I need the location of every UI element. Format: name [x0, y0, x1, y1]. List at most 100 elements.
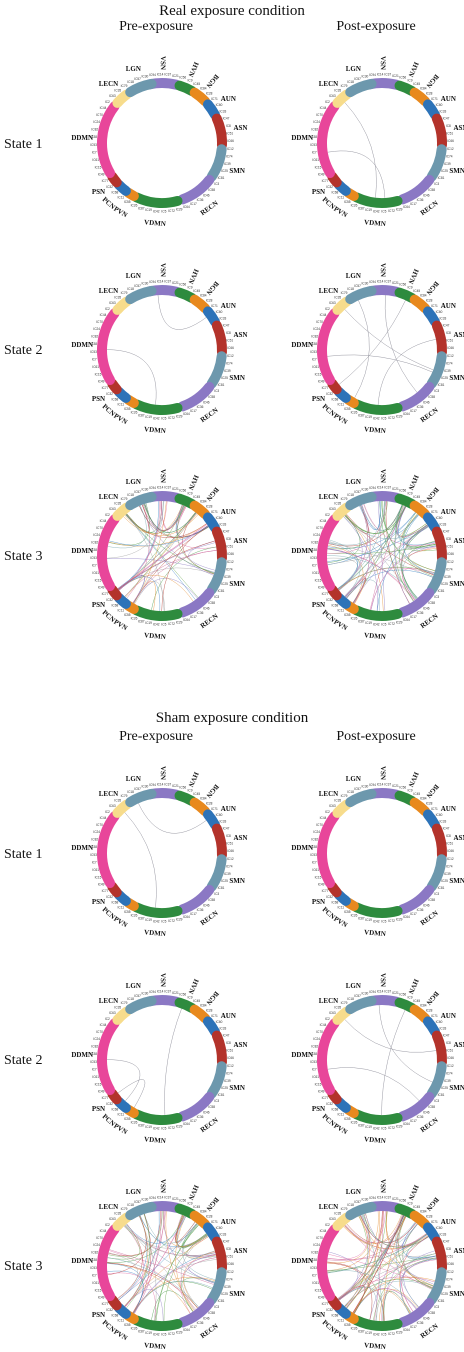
roi-label: IC5	[381, 210, 386, 214]
network-label: LGN	[346, 65, 361, 73]
roi-label: IC70	[96, 823, 103, 827]
roi-label: IC26	[131, 204, 138, 208]
connection-line	[118, 525, 209, 591]
roi-label: IC38	[90, 135, 97, 139]
connection-line	[360, 1215, 416, 1243]
network-segment-vdmn	[131, 1109, 183, 1125]
roi-label: IC49	[318, 585, 325, 589]
network-label: VDMN	[144, 218, 166, 228]
roi-label: IC64	[183, 205, 190, 209]
roi-label: IC71	[211, 1014, 218, 1018]
roi-label: IC87	[138, 1329, 145, 1333]
network-label: LGN	[126, 272, 141, 280]
connection-line	[133, 512, 197, 604]
roi-label: IC32	[326, 185, 333, 189]
roi-label: IC53	[310, 1266, 317, 1270]
roi-label: IC56	[179, 283, 186, 287]
roi-label: IC61	[92, 868, 99, 872]
roi-label: IC25	[441, 169, 448, 173]
connection-line	[134, 581, 166, 611]
connection-line	[141, 504, 187, 532]
network-label: AUN	[441, 302, 456, 310]
connection-line	[358, 1216, 434, 1286]
connection-line	[327, 1233, 427, 1261]
roi-label: IC68	[332, 901, 339, 905]
roi-label: IC5	[161, 417, 166, 421]
column-title-post: Post-exposure	[336, 19, 416, 34]
roi-label: IC8	[446, 124, 451, 128]
roi-label: IC28	[206, 298, 213, 302]
roi-label: IC11	[338, 196, 345, 200]
network-label: LECN	[319, 997, 338, 1005]
roi-label: IC21	[172, 991, 179, 995]
roi-label: IC18	[347, 1203, 354, 1207]
network-segment-aun	[202, 809, 220, 830]
network-segment-ddmn	[317, 101, 340, 178]
roi-label: IC33	[440, 523, 447, 527]
network-segment-ddmn	[97, 1018, 120, 1095]
roi-label: IC37	[384, 73, 391, 77]
network-label: ASN	[233, 537, 247, 545]
roi-label: IC11	[338, 609, 345, 613]
connection-line	[327, 1213, 370, 1264]
network-segment-aun	[422, 1016, 440, 1037]
roi-label: IC94	[369, 783, 376, 787]
roi-label: IC51	[446, 545, 453, 549]
roi-label: IC36	[417, 198, 424, 202]
roi-label: IC53	[310, 556, 317, 560]
roi-label: IC12	[227, 1064, 234, 1068]
roi-label: IC3	[434, 1305, 439, 1309]
network-segment-lgn	[125, 78, 157, 98]
roi-label: IC87	[358, 1329, 365, 1333]
network-label: SMN	[229, 877, 245, 885]
roi-label: IC21	[392, 784, 399, 788]
network-segment-hvn	[174, 997, 197, 1014]
state-label-1: State 1	[4, 847, 43, 862]
connection-line	[338, 1236, 429, 1300]
roi-label: IC70	[316, 526, 323, 530]
connection-line	[382, 500, 434, 575]
roi-label: IC9	[408, 286, 413, 290]
network-segment-lecn	[332, 89, 352, 108]
network-segment-vdmn	[131, 605, 183, 621]
roi-label: IC36	[417, 611, 424, 615]
connection-line	[338, 300, 406, 385]
roi-label: IC64	[183, 1328, 190, 1332]
roi-label: IC55	[344, 910, 351, 914]
connection-line	[338, 505, 368, 590]
roi-label: IC3	[214, 182, 219, 186]
roi-label: IC26	[131, 1121, 138, 1125]
network-label: ASN	[233, 834, 247, 842]
roi-label: IC58	[208, 1105, 215, 1109]
roi-label: IC42	[373, 209, 380, 213]
network-label: BGN	[205, 990, 221, 1007]
roi-label: IC58	[208, 395, 215, 399]
roi-label: IC29	[176, 1124, 183, 1128]
roi-label: IC49	[318, 1295, 325, 1299]
roi-label: IC35	[334, 799, 341, 803]
roi-label: IC33	[440, 1233, 447, 1237]
network-label: SMN	[449, 580, 464, 588]
roi-label: IC37	[164, 73, 171, 77]
network-segment-psn	[327, 171, 342, 188]
network-segment-smn	[206, 557, 227, 595]
roi-label: IC21	[392, 991, 399, 995]
roi-label: IC87	[138, 206, 145, 210]
roi-label: IC11	[118, 1319, 125, 1323]
roi-label: IC56	[179, 76, 186, 80]
network-label: BGN	[425, 280, 441, 297]
network-label: HVN	[407, 978, 421, 995]
roi-label: IC42	[153, 1126, 160, 1130]
roi-label: IC63	[109, 804, 116, 808]
roi-label: IC46	[203, 1110, 210, 1114]
roi-label: IC17	[410, 615, 417, 619]
roi-label: IC18	[347, 790, 354, 794]
roi-label: IC12	[227, 147, 234, 151]
network-label: VDMN	[364, 425, 386, 435]
network-segment-psn	[327, 584, 342, 601]
chord-diagram-panel: VSNHVNBGNAUNASNSMNRECNVDMNPVNPCNPSNDDMNL…	[291, 973, 464, 1145]
roi-label: IC33	[220, 110, 227, 114]
roi-label: IC2	[105, 513, 110, 517]
